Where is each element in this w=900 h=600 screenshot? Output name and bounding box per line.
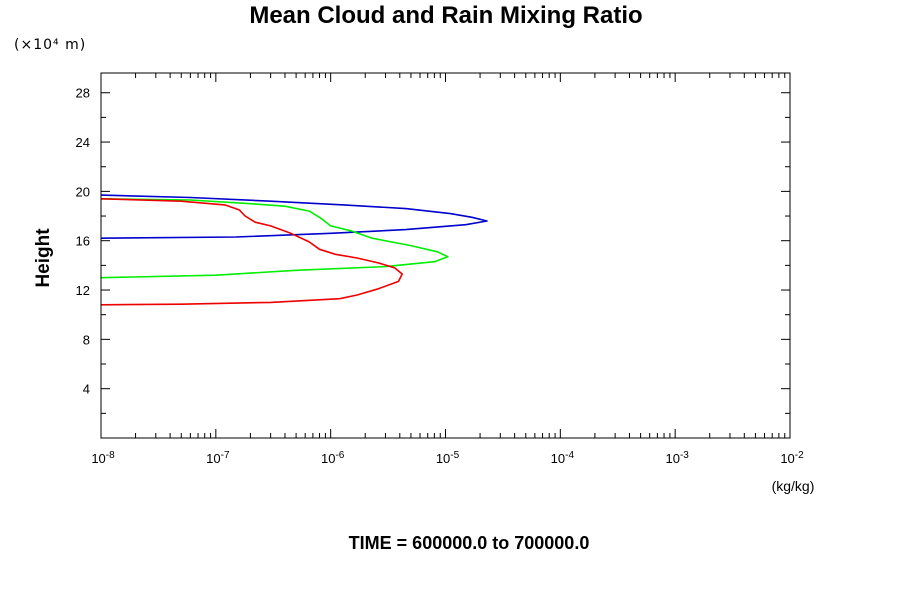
y-tick-label: 20 (76, 184, 90, 199)
x-tick-label: 10-8 (91, 450, 115, 466)
x-tick-label: 10-4 (551, 450, 575, 466)
x-tick-labels: 10-8 10-7 10-6 10-5 10-4 10-3 10-2 (91, 450, 804, 466)
y-tick-label: 28 (76, 86, 90, 101)
x-tick-label: 10-2 (780, 450, 804, 466)
y-tick-label: 24 (76, 135, 90, 150)
y-tick-label: 8 (83, 332, 90, 347)
series-line-1 (100, 194, 488, 239)
series-line-3 (100, 198, 404, 306)
y-axis-label: Height (33, 228, 54, 288)
time-range-label: TIME = 600000.0 to 700000.0 (349, 533, 590, 553)
y-tick-label: 12 (76, 283, 90, 298)
series-line-2 (100, 198, 449, 279)
y-tick-labels: 4 8 12 16 20 24 28 (76, 86, 90, 397)
y-tick-label: 4 (83, 382, 90, 397)
x-tick-label: 10-5 (436, 450, 460, 466)
y-scale-note: (×10⁴ m) (14, 37, 86, 53)
plot-frame (100, 72, 791, 439)
x-axis-unit-label: (kg/kg) (772, 478, 815, 494)
series-lines (100, 194, 488, 306)
y-tick-label: 16 (76, 234, 90, 249)
axis-ticks (100, 73, 791, 438)
x-tick-label: 10-7 (206, 450, 230, 466)
chart-title: Mean Cloud and Rain Mixing Ratio (249, 2, 642, 29)
x-tick-label: 10-3 (665, 450, 689, 466)
x-tick-label: 10-6 (321, 450, 345, 466)
